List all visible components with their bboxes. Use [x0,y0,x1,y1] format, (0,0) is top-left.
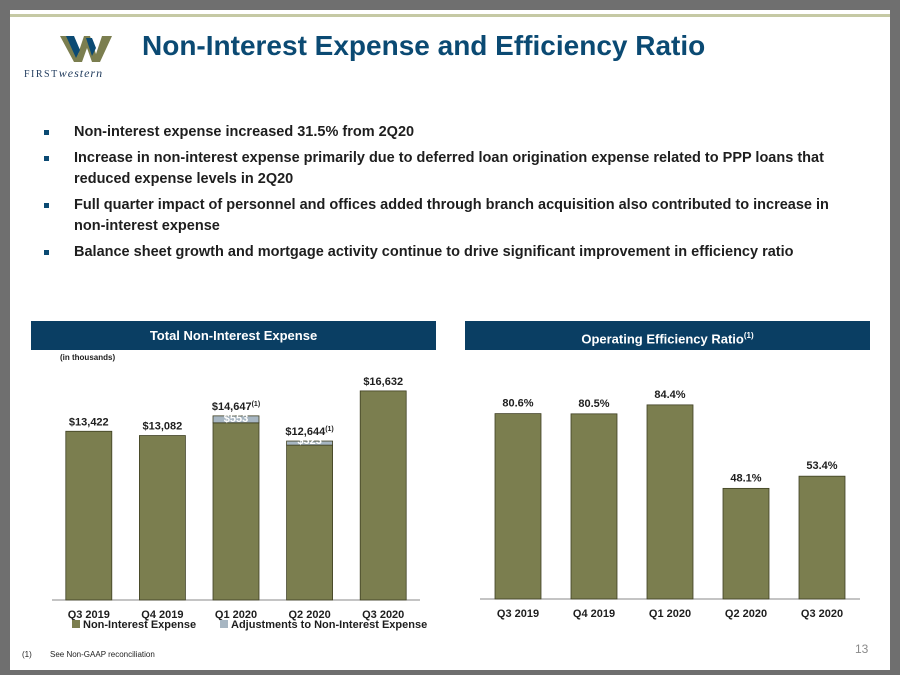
bar-noninterest-expense [212,422,260,601]
bar-efficiency-ratio [494,413,542,600]
x-tick-label: Q3 2020 [362,609,404,621]
bullet-square-icon [44,130,49,135]
footnote-marker: (1) [325,426,334,433]
bar-value-label: $16,632 [363,376,403,388]
bullet-square-icon [44,156,49,161]
bullet-item: Increase in non-interest expense primari… [44,148,844,190]
bar-efficiency-ratio [570,413,618,600]
left-panel-header: Total Non-Interest Expense [31,321,436,350]
logo-wordmark: FIRSTwestern [24,66,104,80]
noninterest-expense-chart: $13,422 Q3 2019 $13,082 Q4 2019 $553$14,647(… [52,376,427,631]
bar-value-label: $12,644(1) [285,426,333,438]
x-tick-label: Q3 2019 [68,609,110,621]
bar-noninterest-expense [139,435,186,601]
x-tick-label: Q3 2020 [801,608,843,620]
bullet-list: Non-interest expense increased 31.5% fro… [44,122,844,268]
bullet-square-icon [44,250,49,255]
bar-adjustment [212,415,260,424]
bar-value-label: 80.5% [578,398,609,410]
bar-noninterest-expense [65,430,113,601]
x-tick-label: Q1 2020 [215,609,257,621]
x-tick-label: Q3 2019 [497,608,539,620]
adjustment-value-label: $323 [297,435,321,447]
right-panel-header: Operating Efficiency Ratio(1) [465,321,870,350]
bar-adjustment [286,440,334,446]
x-tick-label: Q1 2020 [649,608,691,620]
bar-value-label: $13,422 [69,416,109,428]
company-logo: FIRSTwestern [24,34,139,84]
bar-value-label: $13,082 [143,421,183,433]
legend-swatch [220,620,228,628]
adjustment-value-label: $553 [224,413,248,425]
legend-label: Adjustments to Non-Interest Expense [231,619,427,631]
bar-value-label: $14,647(1) [212,401,260,413]
footnote-marker: (1) [252,401,261,408]
bar-noninterest-expense [359,390,407,601]
x-tick-label: Q4 2019 [573,608,615,620]
logo-mark-icon [60,36,112,62]
bar-noninterest-expense [286,444,334,601]
bar-value-label: 80.6% [502,398,533,410]
x-tick-label: Q2 2020 [288,609,330,621]
bar-efficiency-ratio [798,475,846,600]
x-tick-label: Q2 2020 [725,608,767,620]
efficiency-ratio-chart: 80.6% Q3 2019 80.5% Q4 2019 84.4% Q1 2020 48.1… [480,389,860,620]
bar-value-label: 84.4% [654,389,685,401]
bar-value-label: 53.4% [806,460,837,472]
units-label: (in thousands) [60,353,116,362]
slide: FIRSTwestern Non-Interest Expense and Ef… [10,10,890,670]
bar-efficiency-ratio [646,404,694,600]
bullet-item: Non-interest expense increased 31.5% fro… [44,122,844,143]
bar-efficiency-ratio [722,487,770,600]
page-number: 13 [855,642,869,656]
legend-label: Non-Interest Expense [83,619,196,631]
page-title: Non-Interest Expense and Efficiency Rati… [142,30,706,61]
bullet-item: Full quarter impact of personnel and off… [44,195,844,237]
bullet-square-icon [44,203,49,208]
top-rule [10,14,890,17]
legend-swatch [72,620,80,628]
bar-value-label: 48.1% [730,472,761,484]
bullet-item: Balance sheet growth and mortgage activi… [44,242,844,263]
x-tick-label: Q4 2019 [141,609,183,621]
footnote: (1) See Non-GAAP reconciliation [22,650,155,659]
